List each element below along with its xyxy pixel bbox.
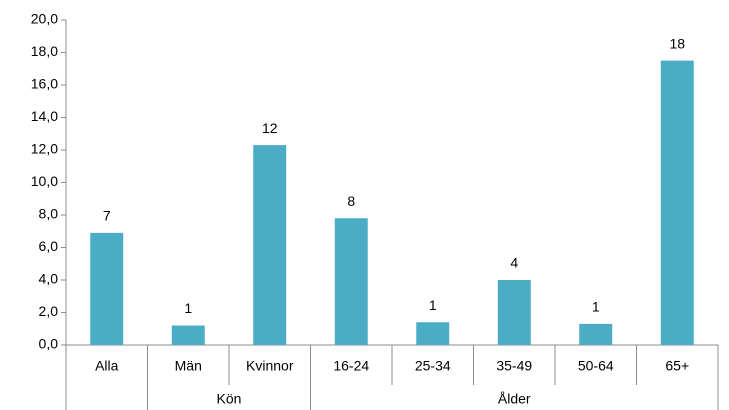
y-tick-label: 2,0 (39, 303, 59, 319)
y-tick-label: 20,0 (31, 11, 58, 27)
value-label: 1 (592, 299, 600, 315)
x-tick-label: 65+ (665, 358, 689, 374)
bar (253, 145, 287, 345)
value-label: 1 (184, 300, 192, 316)
x-tick-label: 16-24 (333, 358, 369, 374)
y-tick-label: 0,0 (39, 336, 59, 352)
group-label: Ålder (498, 391, 531, 407)
y-tick-label: 14,0 (31, 108, 58, 124)
x-tick-label: 25-34 (415, 358, 451, 374)
value-label: 4 (510, 255, 518, 271)
x-tick-label: 50-64 (578, 358, 614, 374)
bar (416, 322, 450, 345)
group-label: Kön (217, 391, 242, 407)
value-label: 18 (669, 35, 685, 51)
y-tick-label: 18,0 (31, 43, 58, 59)
value-label: 8 (347, 193, 355, 209)
y-tick-label: 16,0 (31, 76, 58, 92)
bar (579, 323, 613, 345)
bar (171, 325, 205, 345)
x-tick-label: Alla (95, 358, 119, 374)
y-tick-label: 4,0 (39, 271, 59, 287)
y-tick-label: 12,0 (31, 141, 58, 157)
x-tick-label: Män (175, 358, 202, 374)
bar (497, 280, 531, 345)
y-tick-label: 10,0 (31, 173, 58, 189)
value-label: 7 (103, 208, 111, 224)
value-label: 12 (262, 120, 278, 136)
bar (660, 60, 694, 345)
y-tick-label: 6,0 (39, 238, 59, 254)
bar (90, 232, 124, 345)
y-tick-label: 8,0 (39, 206, 59, 222)
bar (334, 218, 368, 345)
x-tick-label: Kvinnor (246, 358, 294, 374)
x-tick-label: 35-49 (496, 358, 532, 374)
value-label: 1 (429, 297, 437, 313)
